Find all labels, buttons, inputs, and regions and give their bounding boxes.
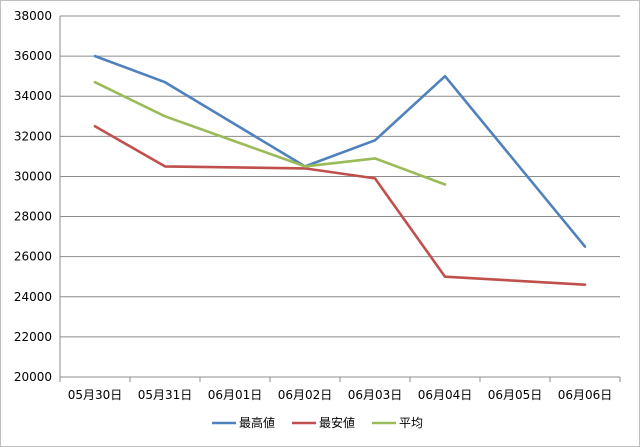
y-tick-label: 32000 [14,129,52,143]
x-tick-label: 06月01日 [208,388,263,402]
series-line-0 [93,54,587,248]
gridlines [60,15,620,378]
x-tick-label: 06月04日 [418,388,473,402]
legend-label: 最高値 [239,415,275,430]
y-tick-label: 26000 [14,250,52,264]
y-tick-label: 24000 [14,290,52,304]
series-line-1 [93,125,587,287]
x-tick-label: 06月03日 [348,388,403,402]
x-tick-label: 06月05日 [488,388,543,402]
y-tick-label: 20000 [14,370,52,384]
y-tick-label: 38000 [14,9,52,23]
y-axis: 20000 22000 24000 26000 28000 30000 32000 34000… [14,9,61,384]
x-axis: 05月30日 05月31日 06月01日 06月02日 06月03日 06月04日 06月0… [59,376,621,402]
x-tick-label: 05月30日 [68,388,123,402]
y-tick-label: 30000 [14,169,52,183]
y-tick-label: 34000 [14,89,52,103]
x-tick-label: 06月02日 [278,388,333,402]
legend-label: 平均 [399,416,423,430]
y-tick-label: 28000 [14,210,52,224]
legend-label: 最安値 [319,415,355,430]
plot-area [93,54,587,287]
legend: 最高値 最安値 平均 [212,415,423,430]
y-tick-label: 22000 [14,330,52,344]
x-tick-label: 05月31日 [138,388,193,402]
x-tick-label: 06月06日 [558,388,613,402]
y-tick-label: 36000 [14,49,52,63]
